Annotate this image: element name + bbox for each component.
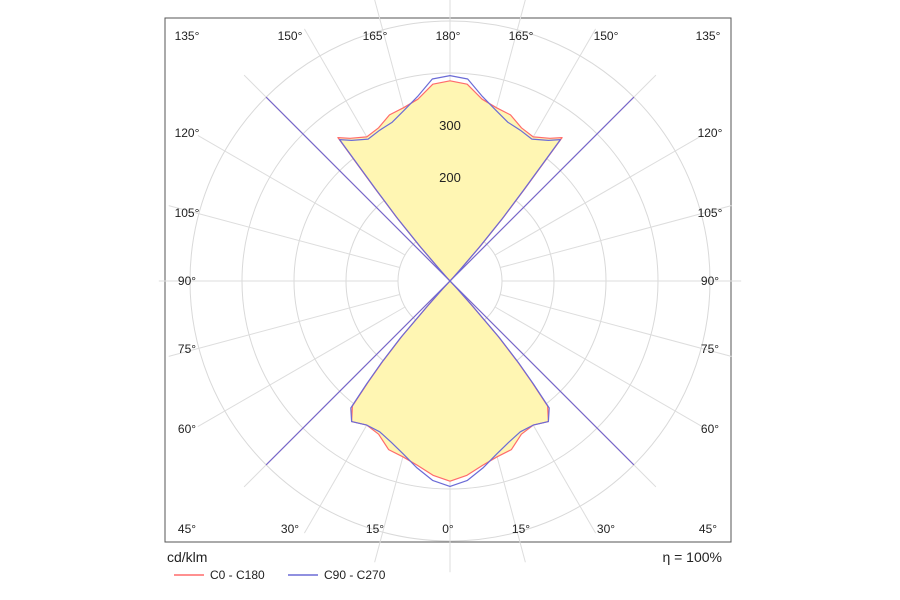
angle-label: 90° <box>178 274 196 288</box>
grid-spoke-75 <box>500 293 732 357</box>
grid-spoke-120 <box>494 134 703 256</box>
angle-label: 30° <box>597 522 615 536</box>
angle-label: 90° <box>701 274 719 288</box>
angle-label: 150° <box>278 29 303 43</box>
radial-tick-labels: 200 300 <box>439 118 461 185</box>
angle-label: 60° <box>178 422 196 436</box>
legend-label-c0-c180: C0 - C180 <box>210 568 265 582</box>
angle-label: 75° <box>701 342 719 356</box>
angle-label: 180° <box>436 29 461 43</box>
legend: C0 - C180 C90 - C270 <box>174 568 386 582</box>
grid-spoke-255 <box>168 205 400 269</box>
angle-label: 120° <box>175 126 200 140</box>
angle-label: 30° <box>281 522 299 536</box>
grid-spoke-240 <box>197 134 406 256</box>
intensity-fill <box>337 80 563 482</box>
angle-label: 135° <box>175 29 200 43</box>
radial-label-300: 300 <box>439 118 461 133</box>
angle-label: 120° <box>698 126 723 140</box>
angle-label: 150° <box>594 29 619 43</box>
fill-upper-lobe <box>337 80 563 281</box>
angle-label: 15° <box>366 522 384 536</box>
fill-lower-lobe <box>351 281 549 482</box>
grid-spoke-300 <box>197 306 406 428</box>
cutoff-edge-1-lower-right <box>449 280 635 466</box>
curve-c90-c270-lower <box>350 280 550 487</box>
angle-label: 105° <box>175 206 200 220</box>
grid-spoke-285 <box>168 293 400 357</box>
angle-label: 0° <box>442 522 454 536</box>
angle-label: 135° <box>696 29 721 43</box>
angle-tick-labels: 135° 150° 165° 180° 165° 150° 135° 45° 30° 15° 0° 1… <box>175 29 723 536</box>
angle-label: 45° <box>699 522 717 536</box>
angle-label: 15° <box>512 522 530 536</box>
series-curves <box>265 75 635 487</box>
cutoff-edge-1-upper-left <box>265 96 451 282</box>
efficiency-label: η = 100% <box>662 549 722 565</box>
cutoff-edge-1-upper-right <box>449 96 635 282</box>
legend-label-c90-c270: C90 - C270 <box>324 568 386 582</box>
angle-label: 60° <box>701 422 719 436</box>
angle-label: 165° <box>363 29 388 43</box>
curve-c90-c270-upper <box>339 75 561 282</box>
angle-label: 105° <box>698 206 723 220</box>
grid-spoke-105 <box>500 205 732 269</box>
angle-label: 165° <box>509 29 534 43</box>
grid-spoke-60 <box>494 306 703 428</box>
cutoff-edge-1-lower-left <box>265 280 451 466</box>
angle-label: 45° <box>178 522 196 536</box>
unit-label: cd/klm <box>167 549 207 565</box>
radial-label-200: 200 <box>439 170 461 185</box>
angle-label: 75° <box>178 342 196 356</box>
